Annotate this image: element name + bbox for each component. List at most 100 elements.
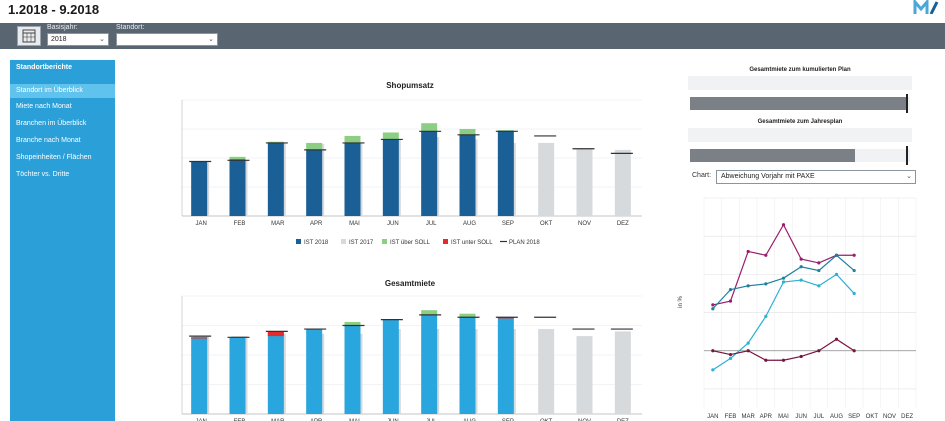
bar-ist-2017 (576, 336, 593, 414)
page-title: 1.2018 - 9.2018 (8, 2, 100, 17)
x-tick-label: NOV (578, 419, 591, 421)
bar-ist-2018 (459, 317, 476, 414)
x-tick-label: JUL (813, 414, 824, 420)
x-tick-label: JUN (387, 419, 399, 421)
series-point (852, 253, 856, 257)
chevron-down-icon: ⌄ (906, 173, 912, 180)
bar-ist-ueber-soll (382, 132, 399, 140)
legend-label: IST über SOLL (390, 240, 431, 246)
x-tick-label: NOV (578, 221, 591, 227)
x-tick-label: DEZ (901, 414, 913, 420)
legend-label: IST 2017 (349, 240, 374, 246)
series-point (852, 268, 856, 273)
bar-ist-2017 (614, 149, 631, 216)
calendar-button[interactable] (17, 26, 41, 46)
x-tick-label: MAI (349, 419, 360, 421)
x-tick-label: OKT (866, 414, 879, 420)
x-tick-label: AUG (463, 221, 476, 227)
chevron-down-icon: ⌄ (99, 36, 105, 43)
sidebar-item-miete-nach-monat[interactable]: Miete nach Monat (16, 103, 72, 110)
cumulative-plan-bar (690, 97, 906, 110)
x-tick-label: MAR (741, 414, 755, 420)
series-point (817, 284, 821, 288)
bar-ist-ueber-soll (229, 156, 246, 160)
series-point (764, 253, 768, 257)
x-tick-label: JAN (195, 221, 206, 227)
series-point (799, 257, 803, 261)
chart-title: Gesamtmiete (385, 279, 436, 288)
x-tick-label: MAR (271, 221, 285, 227)
series-point (746, 341, 750, 345)
legend-label: IST unter SOLL (451, 240, 493, 246)
series-point (711, 349, 715, 353)
standort-select[interactable]: ⌄ (116, 33, 218, 46)
bar-ist-2018 (306, 329, 323, 414)
bar-ist-2018 (344, 142, 361, 216)
bar-ist-ueber-soll (421, 310, 438, 315)
basisjahr-label: Basisjahr: (47, 24, 78, 31)
series-point (711, 368, 715, 372)
series-point (834, 253, 839, 257)
calendar-icon (22, 29, 36, 43)
series-point (746, 284, 750, 288)
sidebar-item-toechter-vs-dritte[interactable]: Töchter vs. Dritte (16, 171, 70, 178)
x-tick-label: FEB (234, 419, 246, 421)
series-point (834, 272, 839, 276)
cumulative-plan-marker (906, 94, 908, 113)
series-point (799, 265, 803, 269)
x-tick-label: JUN (387, 221, 399, 227)
series-point (799, 354, 803, 359)
chart-title: Shopumsatz (386, 81, 434, 90)
bar-ist-2018 (459, 134, 476, 216)
sidebar-item-branchen-im-ueberblick[interactable]: Branchen im Überblick (16, 120, 87, 127)
bar-ist-2018 (382, 139, 399, 216)
bar-ist-2018 (229, 159, 246, 216)
bar-ist-ueber-soll (344, 321, 361, 326)
x-tick-label: AUG (830, 414, 843, 420)
x-tick-label: AUG (463, 419, 476, 421)
sidebar-item-branche-nach-monat[interactable]: Branche nach Monat (16, 137, 81, 144)
x-tick-label: JUL (426, 221, 437, 227)
series-point (746, 349, 750, 353)
chart-select-value: Abweichung Vorjahr mit PAXE (721, 173, 815, 180)
series-point (852, 291, 856, 296)
bar-ist-2018 (421, 131, 438, 216)
x-tick-label: OKT (540, 221, 553, 227)
bar-ist-2018 (497, 131, 514, 216)
chart-select[interactable]: Abweichung Vorjahr mit PAXE ⌄ (716, 170, 916, 184)
sidebar-item-standort-im-ueberblick[interactable]: Standort im Überblick (10, 84, 115, 98)
cumulative-plan-header-strip (688, 76, 912, 90)
x-tick-label: FEB (725, 414, 737, 420)
x-tick-label: JAN (707, 414, 718, 420)
series-point (817, 268, 821, 273)
brand-logo (913, 0, 939, 14)
series-point (728, 299, 733, 303)
x-tick-label: APR (310, 419, 323, 421)
bar-ist-2018 (229, 337, 246, 414)
sidebar-item-shopeinheiten-flaechen[interactable]: Shopeinheiten / Flächen (16, 154, 92, 161)
bar-ist-2017 (538, 329, 555, 414)
x-tick-label: MAI (349, 221, 360, 227)
cumulative-plan-title: Gesamtmiete zum kumulierten Plan (749, 67, 851, 73)
annual-plan-marker (906, 146, 908, 165)
sidebar-heading: Standortberichte (16, 64, 73, 71)
series-point (852, 349, 856, 353)
annual-plan-title: Gesamtmiete zum Jahresplan (757, 119, 843, 125)
x-tick-label: JAN (195, 419, 206, 421)
bar-ist-2018 (382, 319, 399, 414)
series-point (764, 314, 768, 318)
legend-swatch (341, 239, 346, 244)
abweichung-line-chart: in % JAN FEB MAR APR MAI JUN JUL AUG SEP OKT NOV DEZ (678, 197, 917, 420)
x-tick-label: JUL (426, 419, 437, 421)
annual-plan-bar (690, 149, 855, 162)
x-tick-label: APR (310, 221, 323, 227)
series-point (711, 307, 715, 311)
legend-swatch (443, 239, 448, 244)
chart-select-label: Chart: (692, 172, 712, 179)
legend-label: PLAN 2018 (509, 240, 540, 246)
series-point (711, 303, 715, 307)
legend-swatch (296, 239, 301, 244)
basisjahr-select[interactable]: 2018 ⌄ (47, 33, 109, 46)
bar-ist-2018 (267, 142, 284, 216)
standort-label: Standort: (116, 24, 145, 31)
